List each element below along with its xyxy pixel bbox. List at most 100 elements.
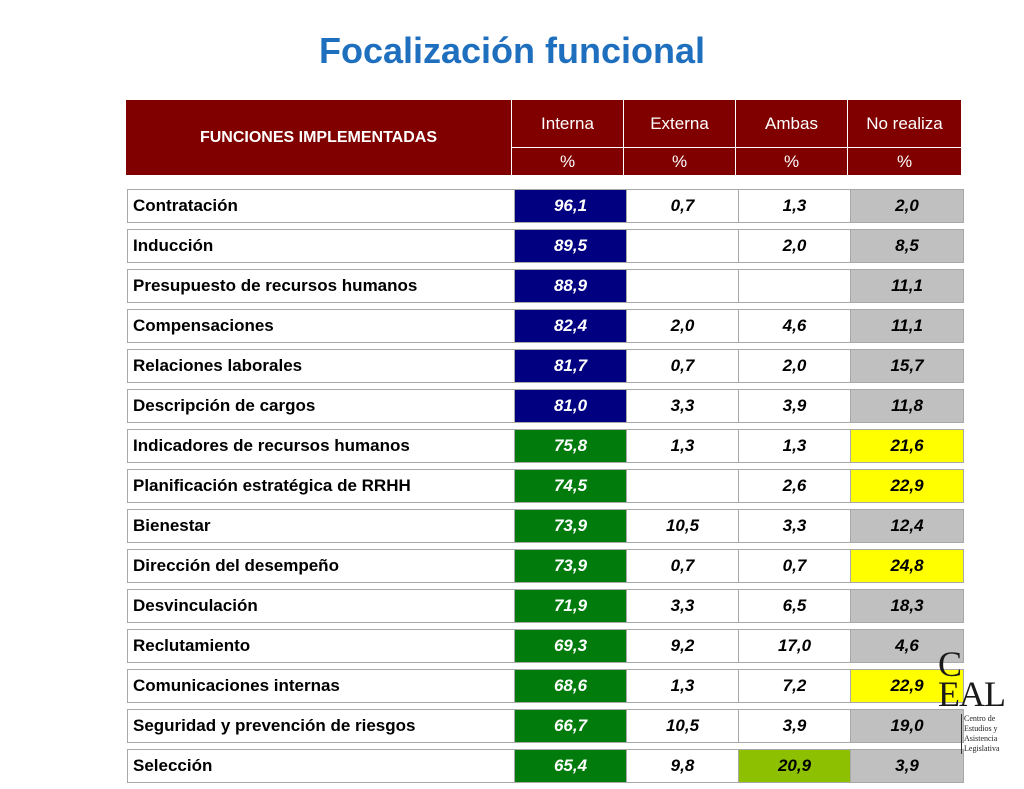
cell-no-realiza: 24,8 [851,549,964,583]
table-row: Indicadores de recursos humanos 75,8 1,3 1,… [127,429,964,463]
cell-no-realiza: 19,0 [851,709,964,743]
table-row: Dirección del desempeño 73,9 0,7 0,7 24,8 [127,549,964,583]
header-unit-no-realiza: % [847,147,962,176]
row-function-name: Compensaciones [127,309,515,343]
cell-interna: 71,9 [515,589,627,623]
cell-externa: 10,5 [627,709,739,743]
cell-ambas: 3,3 [739,509,851,543]
cell-interna: 88,9 [515,269,627,303]
cell-externa: 1,3 [627,429,739,463]
table-row: Contratación 96,1 0,7 1,3 2,0 [127,189,964,223]
cell-interna: 73,9 [515,509,627,543]
table-row: Inducción 89,5 2,0 8,5 [127,229,964,263]
cell-interna: 96,1 [515,189,627,223]
row-function-name: Desvinculación [127,589,515,623]
header-col-ambas: Ambas [735,99,848,148]
header-functions-label: FUNCIONES IMPLEMENTADAS [125,99,512,176]
cell-no-realiza: 2,0 [851,189,964,223]
cell-interna: 82,4 [515,309,627,343]
row-function-name: Reclutamiento [127,629,515,663]
cell-ambas: 2,6 [739,469,851,503]
logo-letters-top: C [938,644,963,684]
row-function-name: Inducción [127,229,515,263]
row-function-name: Seguridad y prevención de riesgos [127,709,515,743]
cell-externa: 10,5 [627,509,739,543]
cell-externa [627,229,739,263]
cell-externa: 3,3 [627,389,739,423]
cell-interna: 81,0 [515,389,627,423]
cell-ambas: 6,5 [739,589,851,623]
cell-interna: 81,7 [515,349,627,383]
cell-no-realiza: 11,1 [851,269,964,303]
cell-ambas: 17,0 [739,629,851,663]
table-row: Descripción de cargos 81,0 3,3 3,9 11,8 [127,389,964,423]
table-row: Planificación estratégica de RRHH 74,5 2,6… [127,469,964,503]
header-col-no-realiza: No realiza [847,99,962,148]
row-function-name: Dirección del desempeño [127,549,515,583]
cell-no-realiza: 11,1 [851,309,964,343]
row-function-name: Selección [127,749,515,783]
cell-externa: 9,2 [627,629,739,663]
header-unit-ambas: % [735,147,848,176]
cell-no-realiza: 22,9 [851,669,964,703]
cell-no-realiza: 22,9 [851,469,964,503]
cell-interna: 65,4 [515,749,627,783]
row-function-name: Comunicaciones internas [127,669,515,703]
cell-interna: 73,9 [515,549,627,583]
table-row: Relaciones laborales 81,7 0,7 2,0 15,7 [127,349,964,383]
table-row: Reclutamiento 69,3 9,2 17,0 4,6 [127,629,964,663]
table-row: Seguridad y prevención de riesgos 66,7 10,… [127,709,964,743]
logo-subtitle: Centro de Estudios y Asistencia Legislat… [961,714,1000,754]
table-row: Selección 65,4 9,8 20,9 3,9 [127,749,964,783]
table-row: Bienestar 73,9 10,5 3,3 12,4 [127,509,964,543]
row-function-name: Contratación [127,189,515,223]
cell-no-realiza: 8,5 [851,229,964,263]
row-function-name: Relaciones laborales [127,349,515,383]
table-row: Comunicaciones internas 68,6 1,3 7,2 22,9 [127,669,964,703]
logo-subtitle-line: Legislativa [964,744,1000,753]
cell-interna: 74,5 [515,469,627,503]
table-row: Compensaciones 82,4 2,0 4,6 11,1 [127,309,964,343]
page-title: Focalización funcional [318,30,706,71]
row-function-name: Planificación estratégica de RRHH [127,469,515,503]
cell-ambas: 2,0 [739,229,851,263]
cell-ambas: 4,6 [739,309,851,343]
cell-no-realiza: 4,6 [851,629,964,663]
cell-no-realiza: 11,8 [851,389,964,423]
row-function-name: Descripción de cargos [127,389,515,423]
table-row: Presupuesto de recursos humanos 88,9 11,1 [127,269,964,303]
cell-externa: 0,7 [627,189,739,223]
cell-interna: 75,8 [515,429,627,463]
cell-interna: 89,5 [515,229,627,263]
table-row: Desvinculación 71,9 3,3 6,5 18,3 [127,589,964,623]
logo-subtitle-line: Asistencia [964,734,998,743]
logo-subtitle-line: Centro de [964,714,996,723]
cell-externa: 1,3 [627,669,739,703]
cell-interna: 66,7 [515,709,627,743]
cell-ambas [739,269,851,303]
cell-no-realiza: 18,3 [851,589,964,623]
cell-ambas: 7,2 [739,669,851,703]
cell-ambas: 1,3 [739,429,851,463]
cell-ambas: 20,9 [739,749,851,783]
cell-externa [627,469,739,503]
cell-ambas: 1,3 [739,189,851,223]
cell-ambas: 0,7 [739,549,851,583]
logo-letters-bottom: EAL [938,674,1006,714]
cell-no-realiza: 21,6 [851,429,964,463]
cell-externa: 2,0 [627,309,739,343]
cell-ambas: 3,9 [739,709,851,743]
cell-externa: 3,3 [627,589,739,623]
cell-interna: 69,3 [515,629,627,663]
cell-ambas: 3,9 [739,389,851,423]
functions-table: Contratación 96,1 0,7 1,3 2,0 Inducción 89,5 2,… [127,183,964,789]
row-function-name: Bienestar [127,509,515,543]
cell-no-realiza: 15,7 [851,349,964,383]
header-col-externa: Externa [623,99,736,148]
cell-ambas: 2,0 [739,349,851,383]
row-function-name: Presupuesto de recursos humanos [127,269,515,303]
header-unit-interna: % [511,147,624,176]
header-col-interna: Interna [511,99,624,148]
row-function-name: Indicadores de recursos humanos [127,429,515,463]
cell-interna: 68,6 [515,669,627,703]
